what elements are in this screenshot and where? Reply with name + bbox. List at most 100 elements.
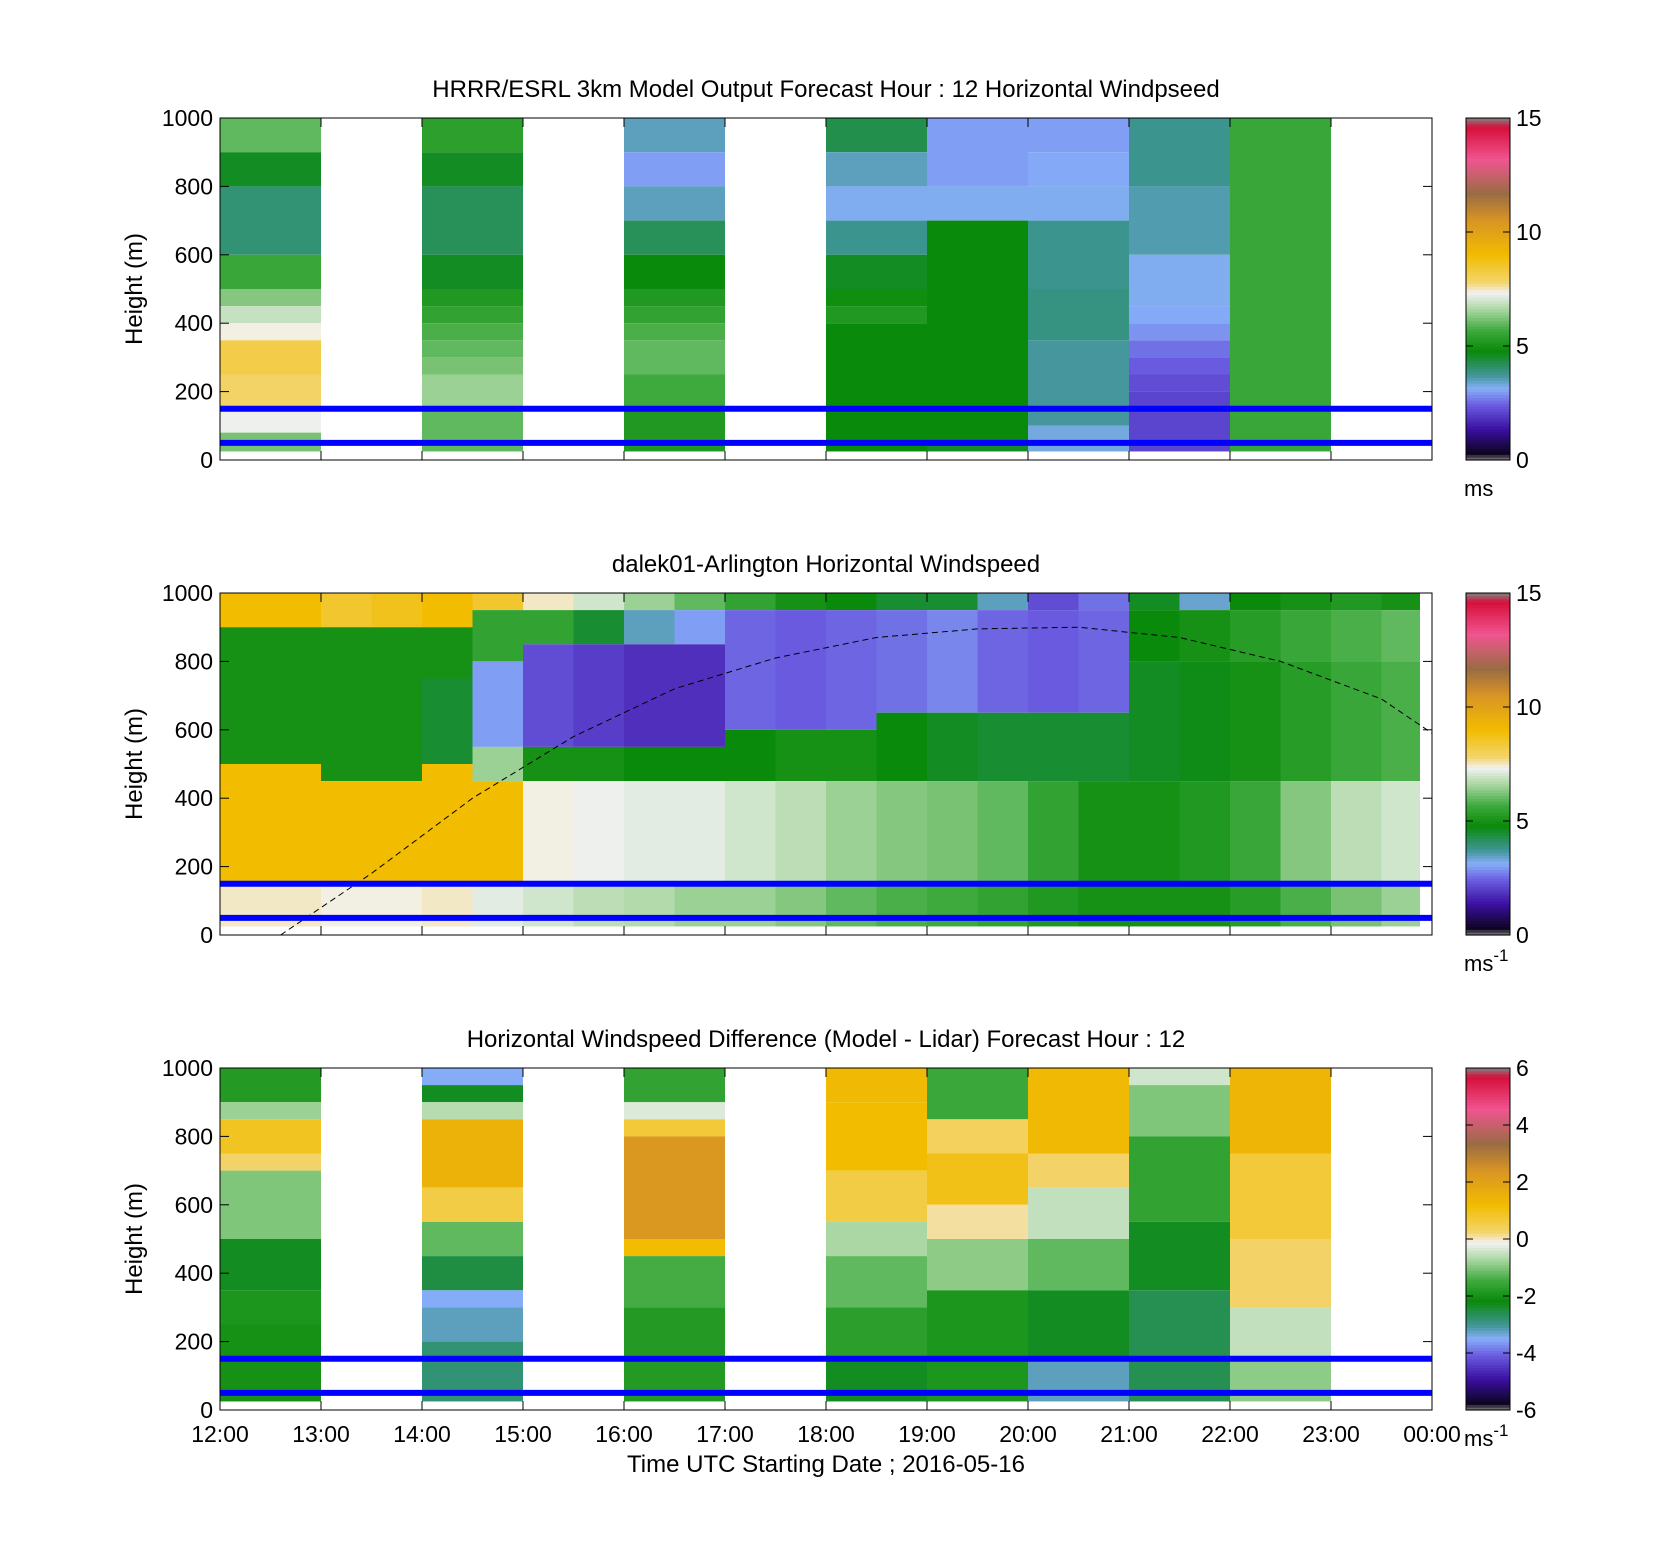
colorbar-swatch — [1466, 795, 1510, 799]
colorbar-swatch — [1466, 232, 1510, 236]
colorbar-tick-label: 5 — [1516, 333, 1529, 359]
colorbar-swatch — [1466, 929, 1510, 933]
colorbar-swatch — [1466, 1310, 1510, 1314]
colorbar-swatch — [1466, 1090, 1510, 1095]
heatmap-cell — [1230, 661, 1281, 782]
colorbar-tick-label: 0 — [1516, 922, 1529, 948]
colorbar-swatch — [1466, 317, 1510, 321]
colorbar-swatch — [1466, 440, 1510, 444]
y-tick-label: 0 — [200, 447, 213, 473]
colorbar-swatch — [1466, 1087, 1510, 1092]
colorbar-swatch — [1466, 1318, 1510, 1323]
heatmap-cell — [1129, 1068, 1230, 1086]
heatmap-cell — [1179, 593, 1230, 611]
colorbar: 0 5 10 15 ms-1 — [1464, 580, 1542, 976]
heatmap-cell — [220, 289, 321, 307]
colorbar-swatch — [1466, 368, 1510, 373]
heatmap-cell — [1028, 1187, 1129, 1239]
colorbar-swatch — [1466, 314, 1510, 319]
colorbar-swatch — [1466, 129, 1510, 133]
colorbar-swatch — [1466, 1290, 1510, 1294]
colorbar-swatch — [1466, 1099, 1510, 1103]
colorbar-swatch — [1466, 414, 1510, 418]
colorbar-swatch — [1466, 789, 1510, 794]
colorbar-swatch — [1466, 157, 1510, 162]
heatmap-cell — [1028, 186, 1129, 221]
colorbar-swatch — [1466, 744, 1510, 748]
colorbar-swatch — [1466, 294, 1510, 299]
colorbar-swatch — [1466, 1156, 1510, 1160]
colorbar-swatch — [1466, 337, 1510, 341]
heatmap-cell — [927, 1239, 1028, 1291]
colorbar-swatch — [1466, 394, 1510, 398]
heatmap-cell — [1028, 220, 1129, 289]
heatmap-cell — [573, 644, 624, 747]
colorbar-swatch — [1466, 840, 1510, 845]
colorbar-swatch — [1466, 781, 1510, 785]
heatmap-cell — [220, 764, 271, 884]
colorbar-swatch — [1466, 1119, 1510, 1123]
colorbar-swatch — [1466, 328, 1510, 333]
colorbar-swatch — [1466, 618, 1510, 623]
heatmap-cell — [1028, 340, 1129, 426]
y-axis: 0 200 400 600 800 1000 — [162, 105, 1432, 473]
colorbar-swatch — [1466, 263, 1510, 267]
heatmap-cell — [1078, 593, 1129, 611]
heatmap-cell — [220, 186, 321, 255]
colorbar-swatch — [1466, 1176, 1510, 1180]
heatmap-cell — [220, 627, 271, 764]
colorbar-swatch — [1466, 652, 1510, 657]
heatmap-cell — [826, 254, 927, 289]
colorbar-swatch — [1466, 849, 1510, 853]
heatmap-cell — [977, 781, 1028, 884]
colorbar-swatch — [1466, 729, 1510, 734]
heatmap-cell — [826, 593, 877, 611]
x-tick-label: 16:00 — [595, 1421, 653, 1447]
heatmap-cell — [422, 1102, 523, 1120]
colorbar-swatch — [1466, 220, 1510, 225]
colorbar-swatch — [1466, 1073, 1510, 1078]
colorbar: -6 -4 -2 0 2 4 6 ms-1 — [1464, 1055, 1537, 1451]
colorbar-swatch — [1466, 1253, 1510, 1257]
y-tick-label: 1000 — [162, 105, 213, 131]
heatmap-cell — [1331, 661, 1382, 782]
y-axis: 0 200 400 600 800 1000 — [162, 1055, 1432, 1423]
panel-title: Horizontal Windspeed Difference (Model -… — [467, 1026, 1186, 1053]
colorbar-swatch — [1466, 815, 1510, 819]
heatmap-cell — [1028, 1153, 1129, 1188]
colorbar-swatch — [1466, 661, 1510, 665]
colorbar-swatch — [1466, 1261, 1510, 1266]
colorbar-swatch — [1466, 698, 1510, 702]
heatmap-cell — [826, 729, 877, 782]
heatmap-cell — [422, 152, 523, 187]
x-tick-label: 23:00 — [1302, 1421, 1360, 1447]
colorbar-swatch — [1466, 374, 1510, 378]
colorbar-swatch — [1466, 1107, 1510, 1112]
colorbar-tick-label: 0 — [1516, 1226, 1529, 1252]
heatmap-cell — [371, 627, 422, 782]
heatmap-cell — [927, 610, 978, 713]
heatmap-cell — [220, 593, 271, 628]
dashed-curve — [280, 626, 1432, 935]
colorbar-swatch — [1466, 778, 1510, 782]
heatmap-cell — [927, 1204, 1028, 1239]
y-tick-label: 0 — [200, 922, 213, 948]
heatmap-cell — [422, 118, 523, 153]
colorbar-swatch — [1466, 709, 1510, 714]
y-tick-label: 600 — [175, 1192, 213, 1218]
colorbar-swatch — [1466, 675, 1510, 680]
colorbar-swatch — [1466, 866, 1510, 871]
heatmap-cell — [624, 1119, 725, 1137]
colorbar-swatch — [1466, 1324, 1510, 1328]
colorbar-swatch — [1466, 801, 1510, 805]
colorbar-swatch — [1466, 346, 1510, 350]
colorbar-swatch — [1466, 334, 1510, 339]
heatmap-cell — [624, 1307, 725, 1402]
colorbar-swatch — [1466, 1184, 1510, 1189]
heatmap-cell — [1129, 323, 1230, 341]
colorbar-swatch — [1466, 689, 1510, 694]
heatmap-cell — [674, 746, 725, 782]
colorbar-swatch — [1466, 1315, 1510, 1320]
colorbar-swatch — [1466, 786, 1510, 791]
y-tick-label: 800 — [175, 1123, 213, 1149]
